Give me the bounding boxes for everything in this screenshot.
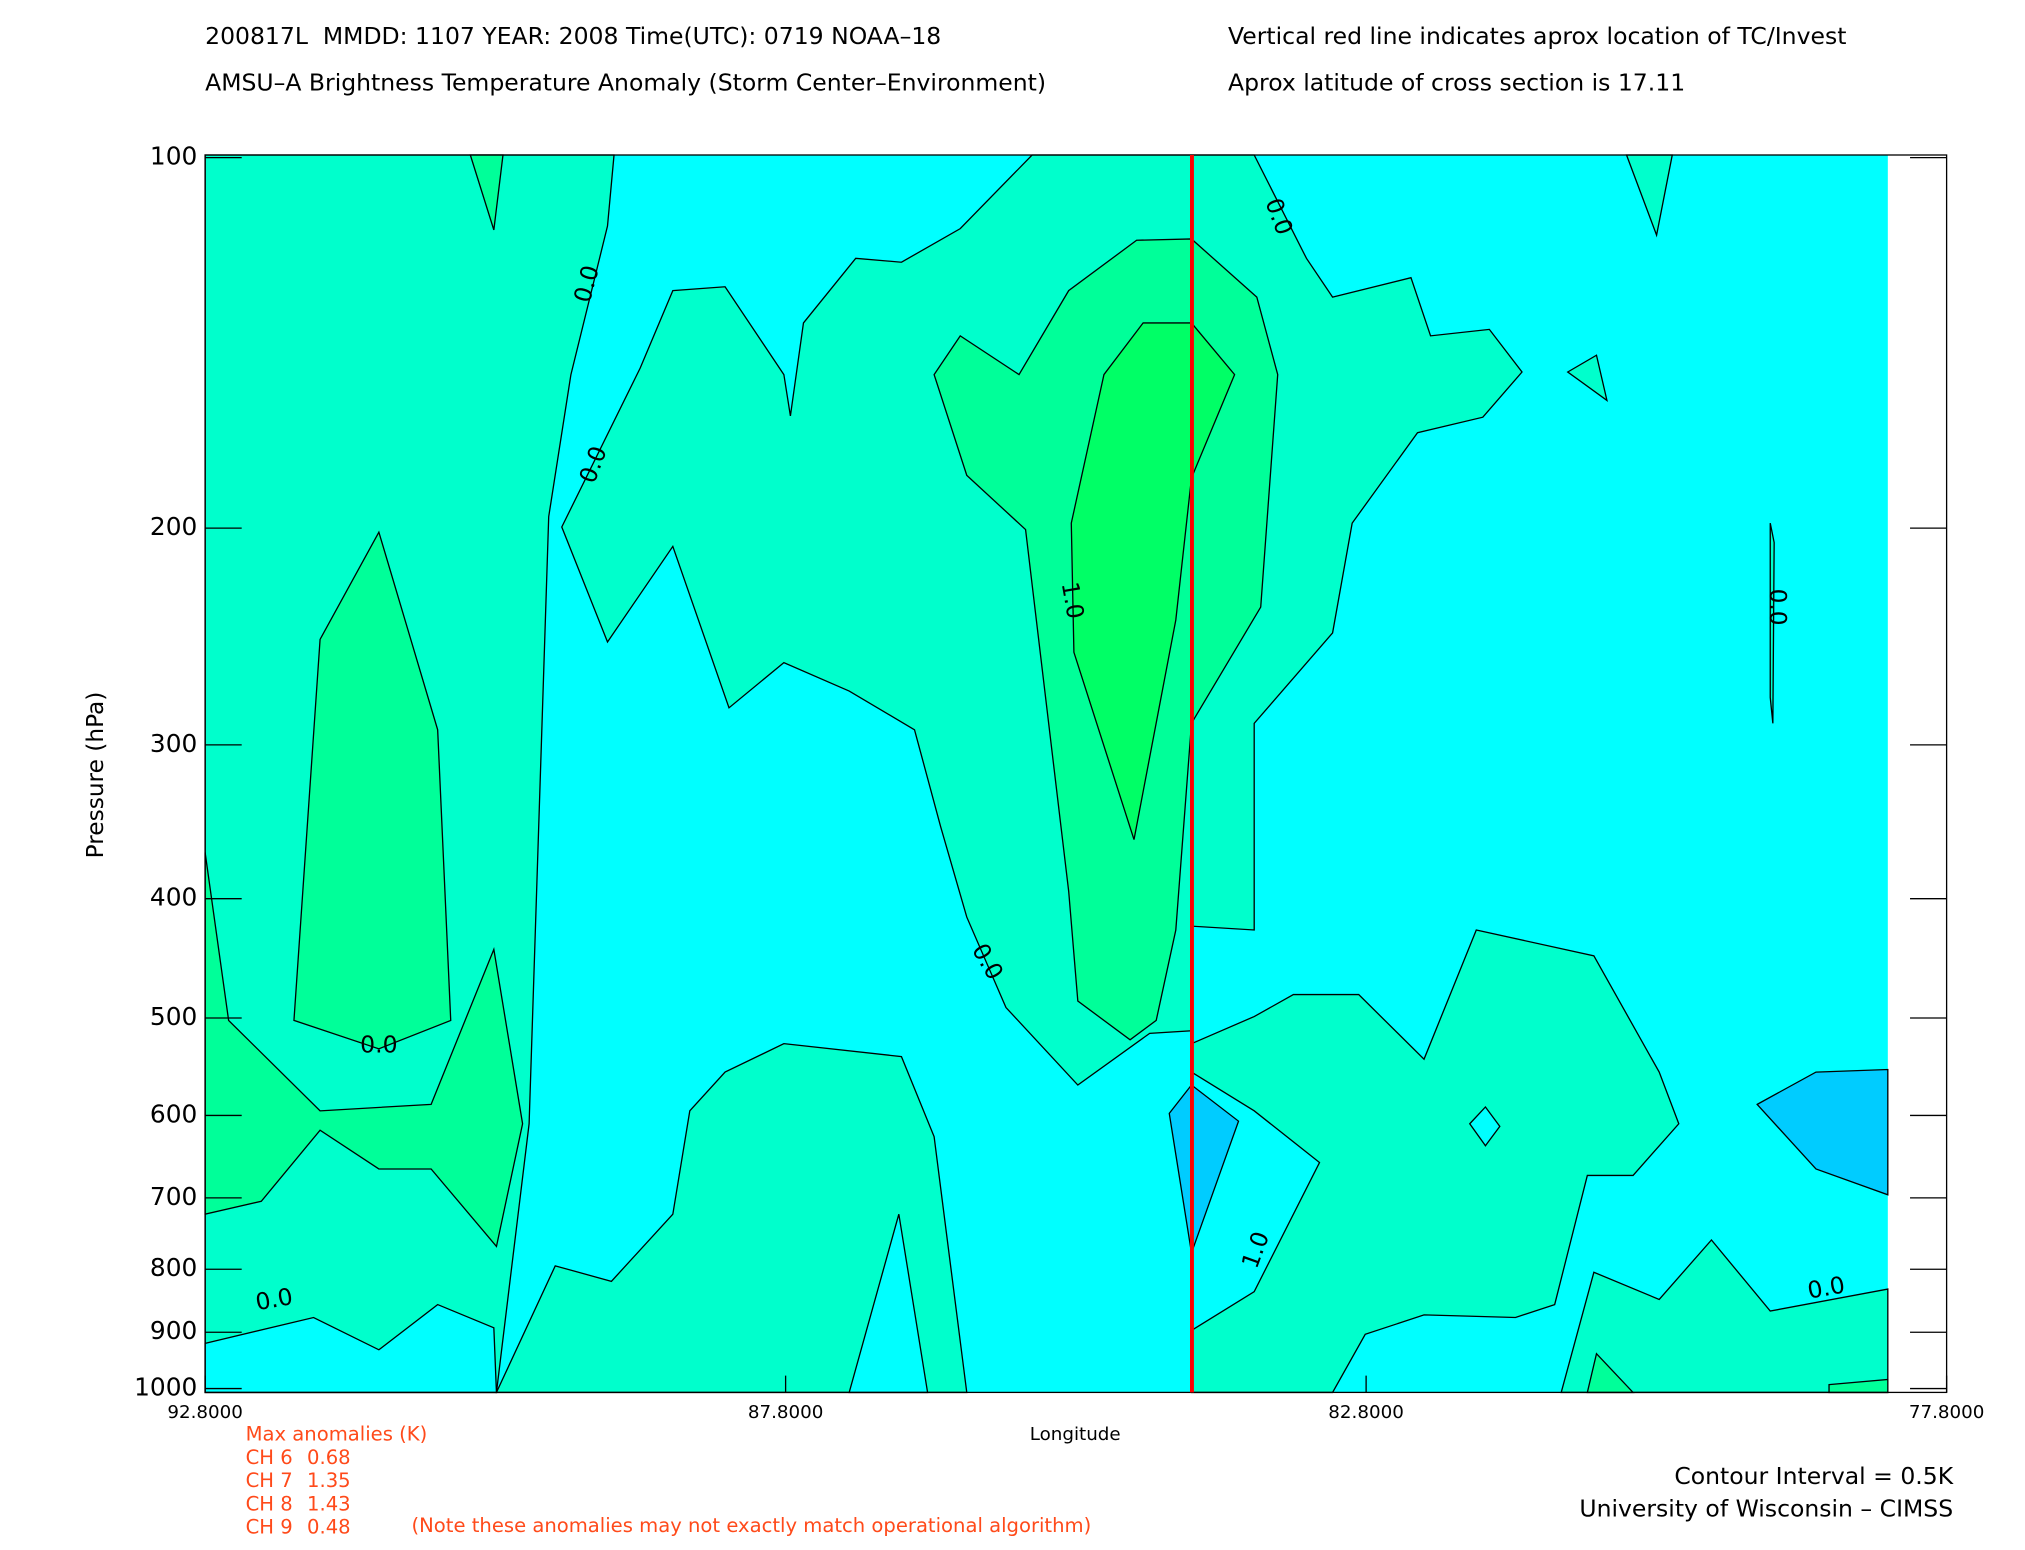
contour-region <box>1756 1068 1889 1196</box>
contour-region <box>1566 354 1608 402</box>
channel-value: 1.43 <box>307 1492 351 1515</box>
contour-label: 0.0 <box>360 1031 397 1059</box>
contour-region <box>1769 522 1775 724</box>
plot-frame <box>204 154 1948 1394</box>
y-tick-label: 700 <box>150 1182 197 1211</box>
max-anomalies-title: Max anomalies (K) <box>246 1423 428 1446</box>
y-tick-label: 100 <box>150 142 197 171</box>
y-tick-label: 1000 <box>134 1373 197 1402</box>
y-tick-label: 300 <box>150 729 197 758</box>
channel-value: 0.48 <box>307 1516 351 1539</box>
y-tick-label: 900 <box>150 1316 197 1345</box>
contour-label: 0.0 <box>253 1282 295 1316</box>
y-tick-label: 800 <box>150 1253 197 1282</box>
y-tick-label: 200 <box>150 512 197 541</box>
x-tick-label: 92.8000 <box>167 1402 243 1423</box>
x-tick-label: 87.8000 <box>748 1402 824 1423</box>
footnote: (Note these anomalies may not exactly ma… <box>412 1514 1092 1537</box>
contour-region <box>1190 929 1680 1394</box>
contour-region <box>1468 1105 1501 1147</box>
contour-label: 0.0 <box>1764 589 1792 626</box>
contour-region <box>204 852 524 1248</box>
contour-region <box>495 1043 968 1394</box>
y-tick-label: 500 <box>150 1002 197 1031</box>
x-tick-label: 77.8000 <box>1909 1402 1985 1423</box>
x-axis-label: Longitude <box>1030 1424 1121 1445</box>
note: Vertical red line indicates aprox locati… <box>1228 22 1846 50</box>
channel-label: CH 7 <box>246 1469 293 1492</box>
contour-interval: Contour Interval = 0.5K <box>1674 1462 1953 1490</box>
chart-title: 200817L MMDD: 1107 YEAR: 2008 Time(UTC):… <box>205 22 941 50</box>
channel-label: CH 6 <box>246 1446 293 1469</box>
credit: University of Wisconsin – CIMSS <box>1579 1495 1953 1523</box>
contour-region <box>293 530 452 1050</box>
chart-subtitle: AMSU–A Brightness Temperature Anomaly (S… <box>205 69 1046 97</box>
contour-label: 1.0 <box>1056 580 1090 621</box>
y-axis-label: Pressure (hPa) <box>81 692 109 859</box>
contour-region <box>1168 1084 1240 1254</box>
y-tick-label: 400 <box>150 883 197 912</box>
contour-label: 0.0 <box>1805 1271 1847 1305</box>
contour-region <box>1560 1238 1889 1394</box>
note: Aprox latitude of cross section is 17.11 <box>1228 69 1685 97</box>
channel-label: CH 9 <box>246 1516 293 1539</box>
y-tick-label: 600 <box>150 1100 197 1129</box>
channel-label: CH 8 <box>246 1492 293 1515</box>
contour-field <box>204 154 1889 1394</box>
x-tick-label: 82.8000 <box>1328 1402 1404 1423</box>
channel-value: 1.35 <box>307 1469 351 1492</box>
channel-value: 0.68 <box>307 1446 351 1469</box>
